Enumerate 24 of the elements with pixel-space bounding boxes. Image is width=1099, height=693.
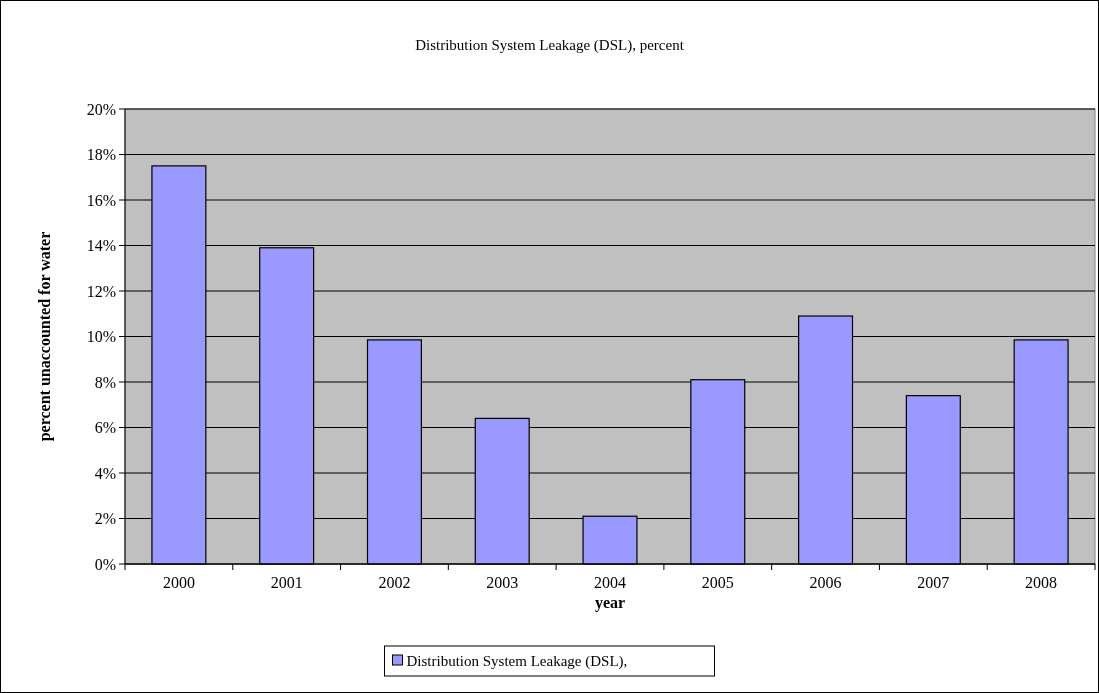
x-tick-label: 2001 — [270, 574, 303, 591]
y-tick-label: 18% — [86, 146, 116, 164]
y-tick-label: 10% — [86, 328, 116, 346]
x-axis-title: year — [594, 594, 626, 612]
x-tick-label: 2000 — [162, 574, 195, 591]
y-tick-label: 20% — [86, 100, 116, 118]
x-tick-label: 2008 — [1025, 574, 1058, 591]
y-tick-label: 4% — [94, 464, 116, 482]
x-tick-label: 2004 — [594, 574, 626, 591]
x-tick-label: 2007 — [917, 574, 950, 591]
x-tick-label: 2003 — [486, 574, 519, 591]
y-axis-title: percent unaccounted for water — [36, 231, 54, 442]
y-tick-label: 12% — [86, 282, 116, 300]
x-tick-label: 2005 — [701, 574, 734, 591]
chart-title: Distribution System Leakage (DSL), percent — [415, 37, 685, 54]
y-tick-label: 8% — [94, 373, 116, 391]
y-tick-label: 2% — [94, 510, 116, 528]
x-tick-label: 2006 — [809, 574, 842, 591]
y-tick-label: 16% — [86, 191, 116, 209]
x-tick-label: 2002 — [378, 574, 411, 591]
y-tick-label: 6% — [94, 419, 116, 437]
legend-label: Distribution System Leakage (DSL), — [406, 653, 628, 670]
y-tick-label: 0% — [94, 555, 116, 573]
y-tick-label: 14% — [86, 237, 116, 255]
